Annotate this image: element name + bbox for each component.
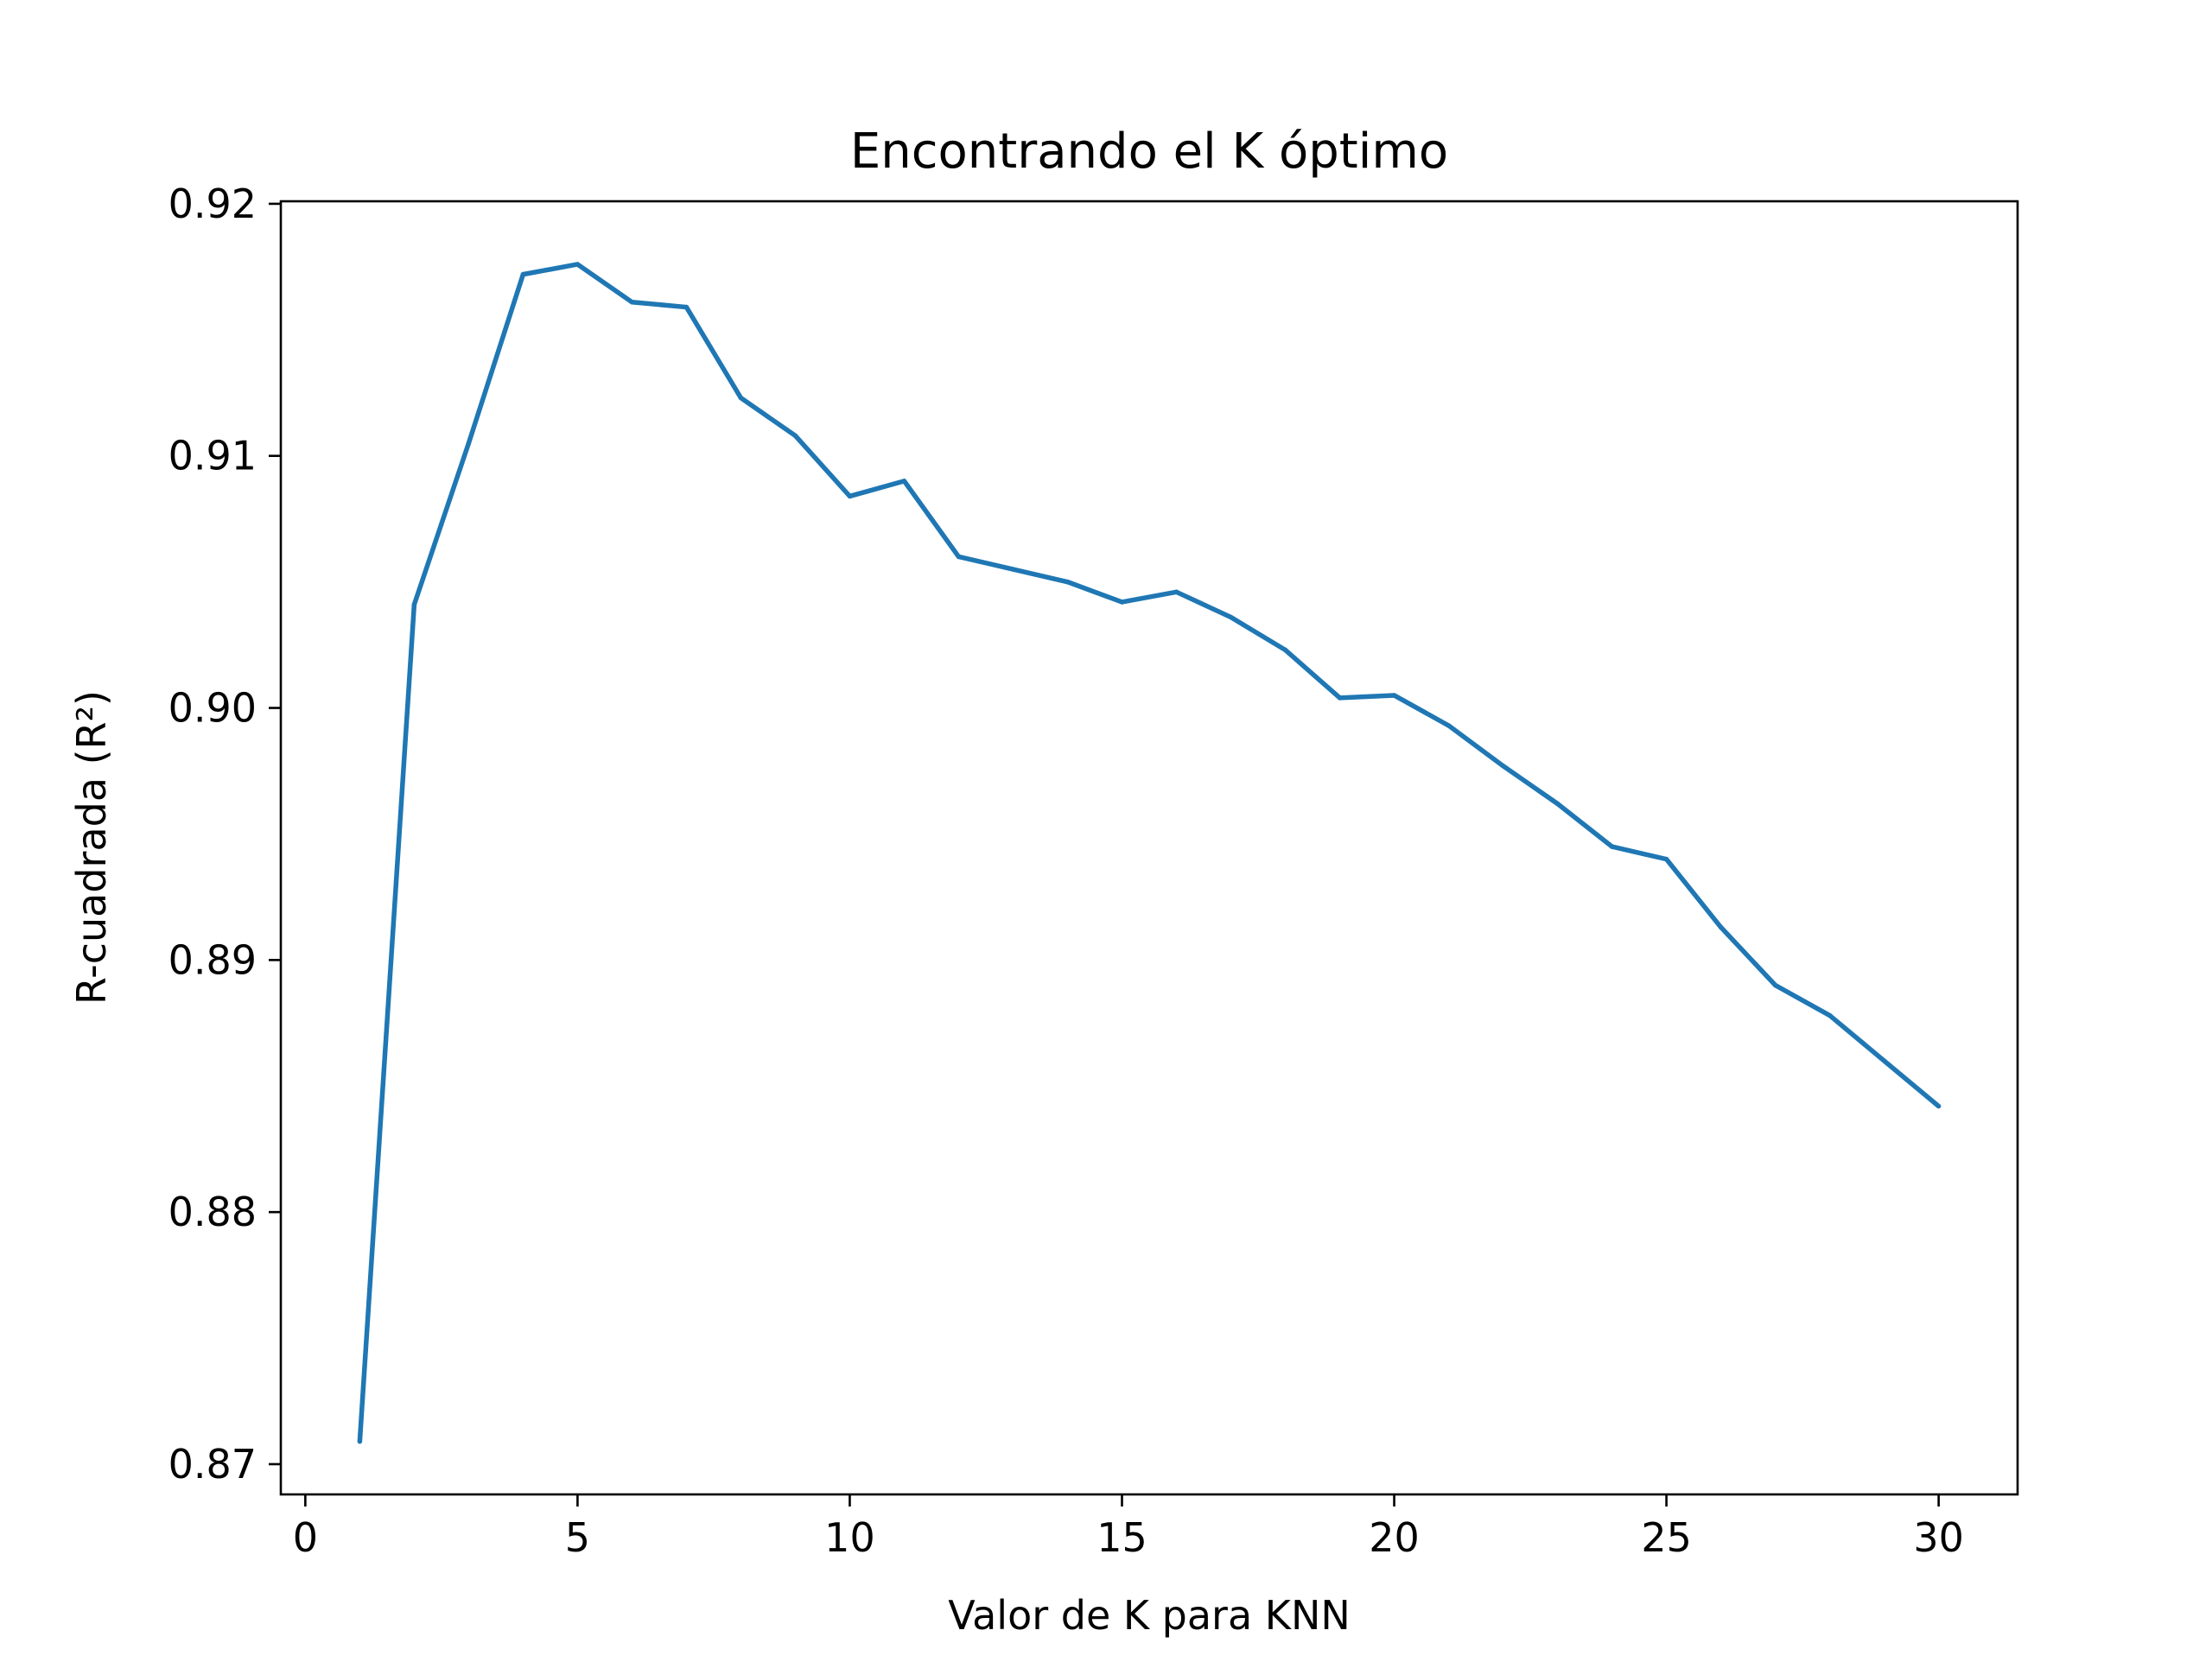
data-point (1228, 614, 1234, 620)
y-tick-label: 0.91 (168, 433, 257, 479)
data-point (792, 433, 798, 439)
data-point (575, 262, 581, 267)
x-tick-label: 25 (1641, 1514, 1692, 1561)
data-point (1936, 1103, 1942, 1109)
series-points (357, 262, 1942, 1444)
x-tick-label: 0 (293, 1514, 318, 1561)
data-point (411, 602, 417, 607)
data-point (520, 271, 526, 277)
data-point (1173, 589, 1179, 595)
y-axis-label: R-cuadrada (R²) (68, 690, 115, 1005)
plot-area-frame (279, 200, 2019, 1496)
data-point (1391, 693, 1397, 698)
data-point (1065, 579, 1071, 585)
x-axis: 0 5 10 15 20 25 30 (293, 1494, 1964, 1561)
y-tick-label: 0.87 (168, 1441, 257, 1488)
chart-title: Encontrando el K óptimo (850, 124, 1448, 180)
data-point (1772, 982, 1778, 988)
data-point (1881, 1058, 1887, 1063)
data-point (357, 1438, 363, 1444)
data-point (1718, 924, 1724, 930)
x-tick-label: 5 (565, 1514, 590, 1561)
data-point (683, 304, 690, 310)
x-tick-label: 15 (1096, 1514, 1147, 1561)
data-point (1119, 599, 1125, 605)
data-point (1282, 647, 1288, 653)
data-point (847, 493, 853, 499)
y-tick-label: 0.92 (168, 181, 257, 227)
x-tick-label: 20 (1369, 1514, 1420, 1561)
data-point (1827, 1012, 1833, 1018)
data-point (629, 299, 635, 305)
y-tick-label: 0.88 (168, 1189, 257, 1235)
data-point (1010, 567, 1016, 572)
series-line (357, 262, 1941, 1442)
x-axis-label: Valor de K para KNN (948, 1592, 1351, 1639)
data-point (1446, 723, 1452, 728)
x-tick-label: 30 (1913, 1514, 1964, 1561)
data-point (738, 395, 744, 401)
data-point (901, 479, 907, 484)
data-point (956, 554, 962, 560)
data-point (466, 441, 472, 446)
data-point (1554, 801, 1560, 807)
data-point (1663, 856, 1669, 862)
x-tick-label: 10 (824, 1514, 875, 1561)
y-tick-label: 0.89 (168, 936, 257, 983)
data-point (1609, 844, 1615, 849)
data-point (1500, 763, 1506, 769)
data-point (1337, 695, 1343, 701)
y-axis: 0.87 0.88 0.89 0.90 0.91 0.92 (168, 181, 281, 1488)
y-tick-label: 0.90 (168, 685, 257, 732)
